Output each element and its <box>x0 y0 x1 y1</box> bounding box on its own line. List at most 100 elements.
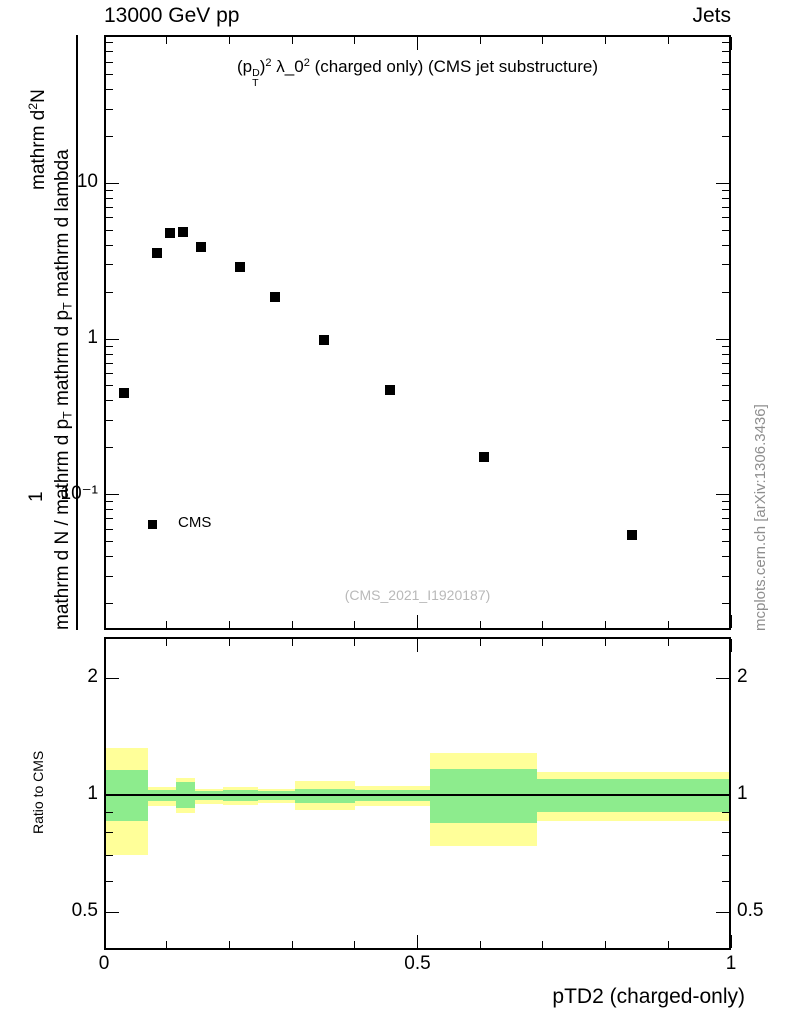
axis-tick <box>542 621 544 628</box>
data-point <box>196 242 207 253</box>
axis-tick <box>106 217 113 219</box>
yaxis-title-fraction-bar <box>76 35 78 630</box>
axis-tick <box>417 615 418 628</box>
data-point <box>626 530 637 541</box>
axis-tick <box>722 419 729 421</box>
axis-tick <box>106 880 113 882</box>
analysis-type-label: Jets <box>692 4 731 27</box>
axis-tick <box>722 207 729 209</box>
ratio-tick-label-left: 0.5 <box>71 900 98 922</box>
axis-tick <box>605 37 607 44</box>
data-point <box>119 388 130 399</box>
main-panel <box>104 35 731 630</box>
text-segment: mathrm d lambda <box>52 149 73 303</box>
axis-tick <box>228 621 230 628</box>
axis-tick <box>722 373 729 375</box>
data-point <box>235 262 246 273</box>
data-point <box>178 227 188 238</box>
axis-tick <box>106 353 113 355</box>
axis-tick <box>354 37 356 44</box>
axis-tick <box>417 37 418 50</box>
stack-top: D <box>252 66 260 79</box>
axis-tick <box>722 575 729 577</box>
axis-tick <box>106 291 113 293</box>
data-point <box>478 451 489 462</box>
axis-tick <box>722 61 729 63</box>
text-segment: N <box>27 89 49 103</box>
axis-tick <box>722 217 729 219</box>
axis-tick <box>722 501 729 503</box>
axis-tick <box>106 190 113 192</box>
axis-tick <box>106 509 113 511</box>
axis-tick <box>291 37 293 44</box>
plot-title: (p D T)2 λ_02 (charged only) (CMS jet subs… <box>104 57 731 88</box>
xaxis-tick-label: 0 <box>98 953 110 974</box>
axis-tick <box>716 494 729 496</box>
axis-tick <box>722 832 729 834</box>
axis-tick <box>106 198 113 200</box>
axis-tick <box>228 639 230 646</box>
ratio-tick-label-right: 2 <box>737 666 748 688</box>
axis-tick <box>291 941 293 948</box>
axis-tick <box>106 911 119 913</box>
axis-tick <box>722 244 729 246</box>
axis-tick <box>722 51 729 53</box>
axis-tick <box>106 42 113 44</box>
axis-tick <box>667 941 669 948</box>
axis-tick <box>106 794 119 796</box>
yaxis-title-denominator: mathrm d N / mathrm d pT mathrm d pT mat… <box>52 35 75 630</box>
axis-tick <box>479 639 481 646</box>
axis-tick <box>722 880 729 882</box>
axis-tick <box>479 37 481 44</box>
axis-tick <box>730 615 732 628</box>
axis-tick <box>354 621 356 628</box>
axis-tick <box>106 556 113 558</box>
axis-tick <box>730 935 732 948</box>
text-segment: (charged only) (CMS jet substructure) <box>309 57 598 77</box>
axis-tick <box>605 621 607 628</box>
axis-tick <box>722 291 729 293</box>
ratio-axis-title: Ratio to CMS <box>30 750 46 834</box>
axis-tick <box>106 447 113 449</box>
axis-tick <box>722 198 729 200</box>
axis-tick <box>667 639 669 646</box>
axis-tick <box>106 677 119 679</box>
axis-tick <box>479 941 481 948</box>
ratio-tick-label-right: 0.5 <box>737 900 764 922</box>
axis-tick <box>106 575 113 577</box>
axis-tick <box>106 419 113 421</box>
axis-tick <box>722 362 729 364</box>
axis-tick <box>716 182 729 184</box>
axis-tick <box>667 37 669 44</box>
axis-tick <box>722 264 729 266</box>
legend-label: CMS <box>178 514 212 531</box>
axis-tick <box>166 621 168 628</box>
text-segment: λ_0 <box>271 57 304 77</box>
axis-tick <box>722 447 729 449</box>
axis-tick <box>106 528 113 530</box>
axis-tick <box>106 229 113 231</box>
yaxis-title-numerator: mathrm d2N <box>26 89 50 190</box>
text-segment: T <box>60 411 75 419</box>
axis-tick <box>106 385 113 387</box>
axis-tick <box>716 911 729 913</box>
text-segment: mathrm d N / mathrm d p <box>52 418 73 630</box>
axis-tick <box>722 812 729 814</box>
text-segment: 2 <box>26 102 40 110</box>
axis-tick <box>106 61 113 63</box>
axis-tick <box>354 941 356 948</box>
axis-tick <box>667 621 669 628</box>
axis-tick <box>106 832 113 834</box>
axis-tick <box>722 345 729 347</box>
data-point <box>319 334 330 345</box>
axis-tick <box>291 639 293 646</box>
axis-tick <box>722 190 729 192</box>
axis-tick <box>722 89 729 91</box>
axis-tick <box>722 556 729 558</box>
axis-tick <box>106 244 113 246</box>
axis-tick <box>605 639 607 646</box>
axis-tick <box>722 385 729 387</box>
